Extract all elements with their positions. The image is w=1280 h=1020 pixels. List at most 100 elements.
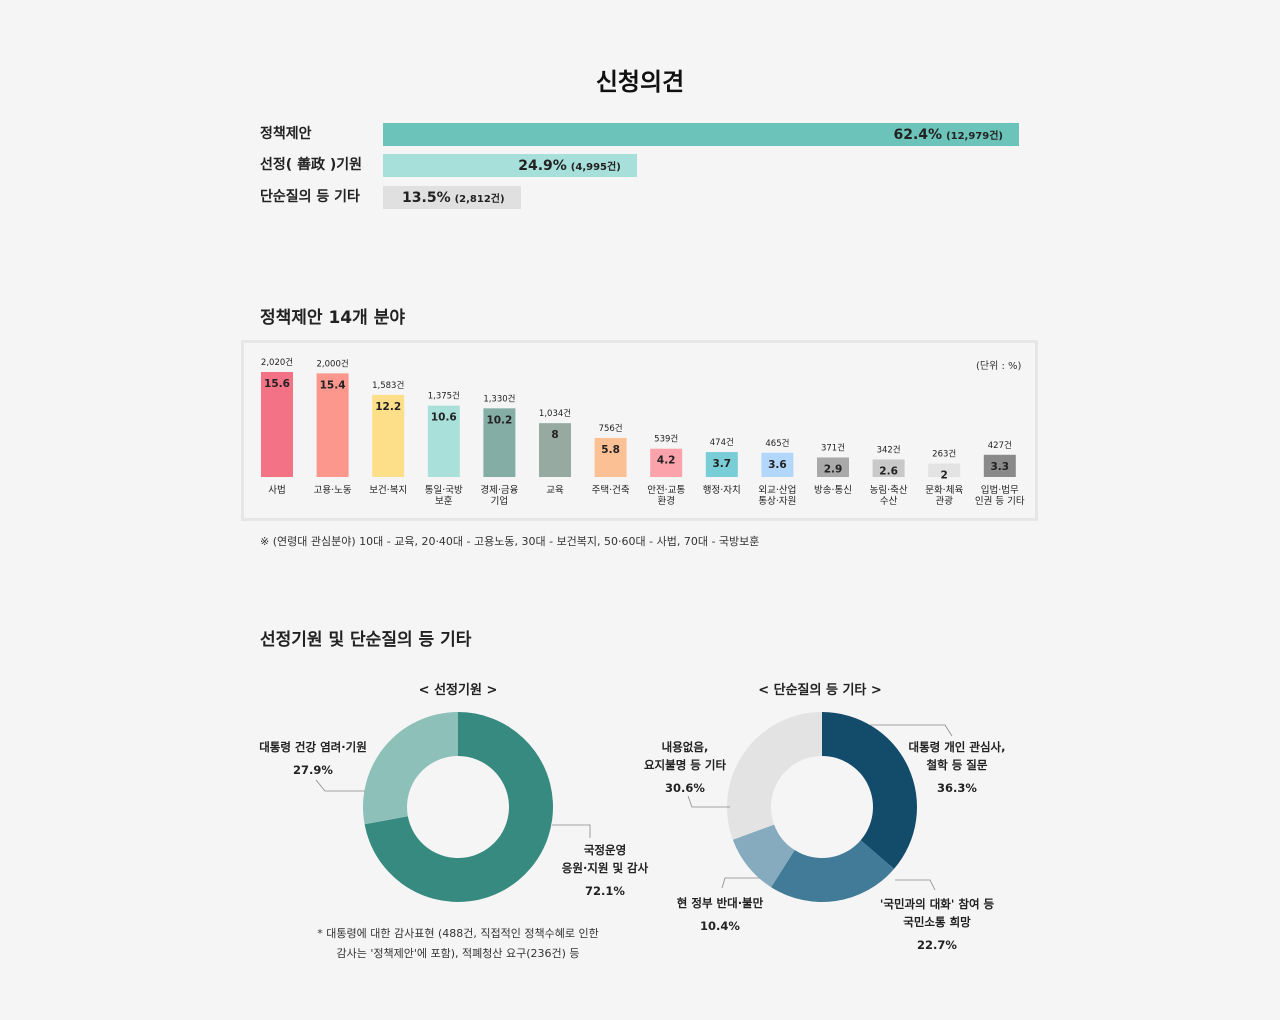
policy-bar-category: 입법·법무 — [981, 484, 1019, 496]
policy-bar-count: 342건 — [877, 445, 901, 456]
donut-title-right: < 단순질의 등 기타 > — [758, 683, 882, 698]
policy-bar — [372, 394, 405, 477]
opinion-bar-label: 선정( 善政 )기원 — [260, 157, 363, 173]
policy-bar-category: 수산 — [880, 496, 898, 507]
policy-bar-value: 10.6 — [431, 412, 457, 424]
donut-label: 국정운영 응원·지원 및 감사 72.1% — [540, 841, 670, 900]
donut-label: 내용없음, 요지불명 등 기타 30.6% — [630, 738, 740, 797]
policy-bar-category: 통상·자원 — [758, 496, 796, 507]
donut-label: 현 정부 반대·불만 10.4% — [665, 894, 775, 935]
opinion-bar-label: 정책제안 — [260, 126, 312, 142]
donut-label-line: 내용없음, — [661, 740, 709, 754]
policy-bar-count: 427건 — [988, 440, 1012, 451]
policy-bar-count: 1,375건 — [428, 391, 460, 402]
opinion-bar: 62.4% (12,979건) — [383, 123, 1019, 146]
policy-bar-category: 문화·체육 — [925, 485, 963, 496]
page-title: 신청의견 — [595, 68, 685, 96]
opinion-bar-percent: 24.9% — [518, 157, 567, 174]
policy-bar-value: 12.2 — [375, 401, 401, 413]
opinion-bar: 13.5% (2,812건) — [383, 186, 521, 209]
leader-line — [315, 779, 365, 792]
policy-bar-category: 교육 — [546, 485, 564, 496]
donut-label-line: '국민과의 대화' 참여 등 — [879, 897, 995, 911]
policy-bar-category: 외교·산업 — [758, 484, 796, 496]
leader-line — [687, 795, 730, 808]
policy-bar-value: 2.6 — [879, 466, 898, 478]
donut-slice — [822, 712, 918, 869]
opinion-bar: 24.9% (4,995건) — [383, 154, 637, 177]
policy-bar-value: 2.9 — [824, 463, 843, 475]
policy-bar-category: 행정·자치 — [703, 484, 741, 496]
policy-bar — [427, 405, 460, 477]
donut-label-line: 국민소통 희망 — [903, 915, 971, 929]
policy-bar — [316, 373, 349, 477]
opinion-bar-label: 단순질의 등 기타 — [260, 189, 360, 205]
policy-bar-category: 사법 — [268, 485, 285, 496]
policy-bar-count: 371건 — [821, 442, 845, 453]
opinion-bar-count: (12,979건) — [946, 130, 1003, 142]
donut-label-line: 현 정부 반대·불만 — [676, 896, 764, 910]
policy-bar-category: 주택·건축 — [592, 485, 630, 496]
donut-label: 대통령 개인 관심사, 철학 등 질문 36.3% — [895, 738, 1019, 797]
policy-bar-value: 5.8 — [601, 444, 620, 456]
footnote-line: * 대통령에 대한 감사표현 (488건, 직접적인 정책수혜로 인한 — [317, 927, 599, 940]
unit-label: (단위 : %) — [976, 361, 1022, 372]
policy-bar-count: 474건 — [710, 437, 734, 448]
donut-slice — [364, 712, 554, 902]
policy-bar — [650, 448, 683, 477]
policy-bar-value: 10.2 — [486, 414, 512, 426]
donut-label-line: 응원·지원 및 감사 — [561, 861, 649, 875]
policy-bar-count: 263건 — [932, 449, 956, 460]
donut-section-title: 선정기원 및 단순질의 등 기타 — [260, 630, 472, 650]
policy-bar — [594, 437, 627, 477]
policy-bar-category: 농림·축산 — [870, 484, 908, 496]
policy-bar — [872, 459, 905, 477]
opinion-bar-percent: 62.4% — [893, 126, 943, 143]
opinion-bar-count: (4,995건) — [570, 161, 621, 173]
donut-label-pct: 36.3% — [937, 781, 977, 795]
policy-bar-category: 통일·국방 — [425, 485, 463, 496]
policy-bar-count: 756건 — [599, 423, 623, 434]
policy-bar-category: 보훈 — [435, 495, 453, 507]
policy-bar-category: 인권 등 기타 — [975, 495, 1025, 507]
donut-slice — [362, 712, 458, 825]
policy-bar-category: 안전·교통 — [647, 485, 685, 496]
policy-bar-category: 환경 — [657, 495, 674, 507]
policy-bar-category: 방송·통신 — [814, 485, 852, 496]
donut-label: 대통령 건강 염려·기원 27.9% — [248, 738, 378, 779]
policy-section-title: 정책제안 14개 분야 — [260, 308, 405, 328]
donut-label-line: 요지불명 등 기타 — [643, 758, 727, 772]
leader-line — [870, 724, 953, 737]
policy-bar — [817, 457, 849, 477]
policy-bar-count: 465건 — [765, 438, 789, 449]
policy-bar-count: 1,034건 — [539, 408, 571, 419]
policy-bar — [928, 463, 961, 477]
policy-bar-value: 15.4 — [320, 379, 346, 391]
policy-bar-value: 4.2 — [657, 455, 676, 467]
policy-bar-category: 보건·복지 — [369, 485, 407, 496]
donut-label-line: 철학 등 질문 — [926, 758, 988, 772]
opinion-bar-count: (2,812건) — [454, 193, 505, 205]
leader-line — [552, 824, 591, 838]
donut-label-line: 대통령 건강 염려·기원 — [259, 740, 367, 754]
policy-bar-value: 2 — [941, 470, 948, 482]
donut-footnote: * 대통령에 대한 감사표현 (488건, 직접적인 정책수혜로 인한 감사는 … — [300, 924, 616, 964]
policy-bar-count: 1,330건 — [483, 393, 515, 404]
policy-bar-value: 8 — [551, 429, 558, 441]
policy-bar-value: 3.6 — [768, 459, 787, 471]
policy-bar — [761, 452, 794, 477]
donut-label: '국민과의 대화' 참여 등 국민소통 희망 22.7% — [862, 895, 1012, 954]
policy-bar — [983, 454, 1016, 477]
policy-bar-count: 2,000건 — [317, 358, 349, 369]
policy-bar-category: 경제·금융 — [480, 484, 518, 496]
donut-label-pct: 27.9% — [293, 763, 333, 777]
policy-bar-category: 관광 — [935, 495, 953, 507]
donut-slice — [732, 824, 795, 888]
age-interest-note: ※ (연령대 관심분야) 10대 - 교육, 20·40대 - 고용노동, 30… — [260, 535, 760, 548]
policy-bar-category: 기업 — [491, 495, 508, 507]
policy-bar — [705, 452, 738, 477]
leader-line — [895, 879, 936, 891]
leader-line — [721, 877, 760, 889]
